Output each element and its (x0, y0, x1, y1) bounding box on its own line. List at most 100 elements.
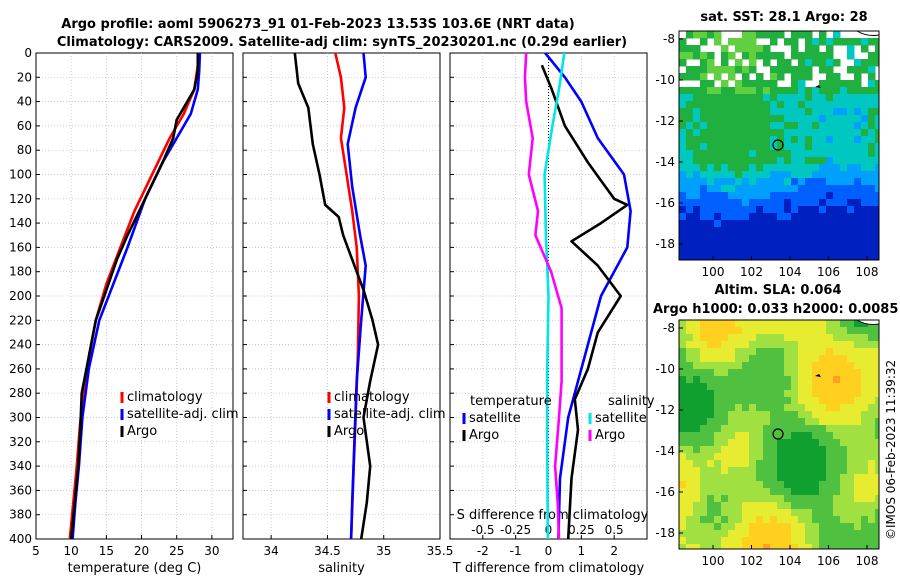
sst-cell (756, 143, 764, 151)
sla-cell (875, 327, 879, 335)
sla-cell (833, 530, 841, 538)
sst-cell (861, 122, 869, 130)
sst-cell (805, 108, 813, 116)
sla-cell (693, 327, 701, 335)
sst-cell (868, 143, 876, 151)
sst-cell (707, 241, 715, 249)
sla-cell (805, 439, 813, 447)
sst-cell (861, 94, 869, 102)
y-tick-label: 360 (9, 483, 32, 497)
sst-cell (728, 171, 736, 179)
sst-cell (763, 255, 771, 260)
sst-cell (714, 178, 722, 186)
map-lon-label: 104 (779, 554, 802, 568)
sla-cell (707, 474, 715, 482)
sst-cell (868, 248, 876, 256)
sla-cell (763, 467, 771, 475)
sla-cell (763, 327, 771, 335)
sla-cell (784, 460, 792, 468)
sla-cell (812, 467, 820, 475)
sst-cell (756, 157, 764, 165)
sst-cell (749, 87, 757, 95)
sst-cell (833, 31, 841, 39)
sst-cell (721, 171, 729, 179)
sla-cell (805, 446, 813, 454)
sla-cell (756, 369, 764, 377)
x-tick-label: 15 (99, 544, 114, 558)
sst-cell (812, 94, 820, 102)
series-satellite-adj-clim (346, 52, 368, 540)
sla-cell (819, 362, 827, 370)
sla-cell (763, 376, 771, 384)
sla-cell (826, 411, 834, 419)
sst-cell (770, 248, 778, 256)
sst-cell (812, 220, 820, 228)
sla-cell (679, 523, 687, 531)
sst-cell (854, 66, 862, 74)
sst-cell (693, 73, 701, 81)
sla-cell (756, 355, 764, 363)
sla-cell (742, 509, 750, 517)
sst-cell (707, 157, 715, 165)
sst-cell (742, 199, 750, 207)
sla-cell (777, 348, 785, 356)
sst-cell (679, 255, 687, 260)
sst-cell (875, 157, 879, 165)
sst-cell (833, 115, 841, 123)
sla-cell (840, 523, 848, 531)
sla-cell (679, 516, 687, 524)
sst-cell (826, 52, 834, 60)
sla-cell (714, 488, 722, 496)
sst-cell (735, 220, 743, 228)
sst-cell (798, 143, 806, 151)
sst-cell (714, 199, 722, 207)
sla-cell (686, 369, 694, 377)
sla-cell (728, 411, 736, 419)
sst-cell (749, 206, 757, 214)
sla-cell (693, 488, 701, 496)
sla-cell (798, 502, 806, 510)
sla-cell (854, 418, 862, 426)
sst-cell (700, 129, 708, 137)
sst-cell (812, 115, 820, 123)
sst-cell (826, 171, 834, 179)
sst-cell (805, 227, 813, 235)
x-tick-label: 0 (545, 544, 553, 558)
sst-cell (819, 234, 827, 242)
sla-cell (812, 495, 820, 503)
sst-cell (679, 227, 687, 235)
sla-cell (847, 453, 855, 461)
sst-cell (805, 171, 813, 179)
sla-cell (770, 320, 778, 328)
sst-cell (826, 80, 834, 88)
sla-cell (700, 516, 708, 524)
sst-cell (868, 178, 876, 186)
sla-cell (721, 502, 729, 510)
sst-cell (742, 31, 750, 39)
sla-cell (777, 341, 785, 349)
sst-cell (770, 115, 778, 123)
sla-cell (826, 376, 834, 384)
sst-cell (728, 108, 736, 116)
sla-cell (763, 320, 771, 328)
sst-cell (693, 255, 701, 260)
sla-cell (770, 530, 778, 538)
sst-cell (770, 241, 778, 249)
sst-cell (728, 122, 736, 130)
sla-cell (777, 523, 785, 531)
sst-cell (707, 185, 715, 193)
sla-cell (742, 432, 750, 440)
sst-cell (700, 213, 708, 221)
sla-cell (742, 544, 750, 549)
sst-cell (868, 234, 876, 242)
sla-cell (791, 537, 799, 545)
sla-cell (868, 544, 876, 549)
sla-cell (679, 481, 687, 489)
sst-cell (833, 122, 841, 130)
legend-title-salinity: salinity (608, 394, 655, 409)
sla-cell (791, 502, 799, 510)
sst-cell (756, 206, 764, 214)
sst-cell (847, 122, 855, 130)
sst-cell (714, 192, 722, 200)
sla-cell (756, 544, 764, 549)
